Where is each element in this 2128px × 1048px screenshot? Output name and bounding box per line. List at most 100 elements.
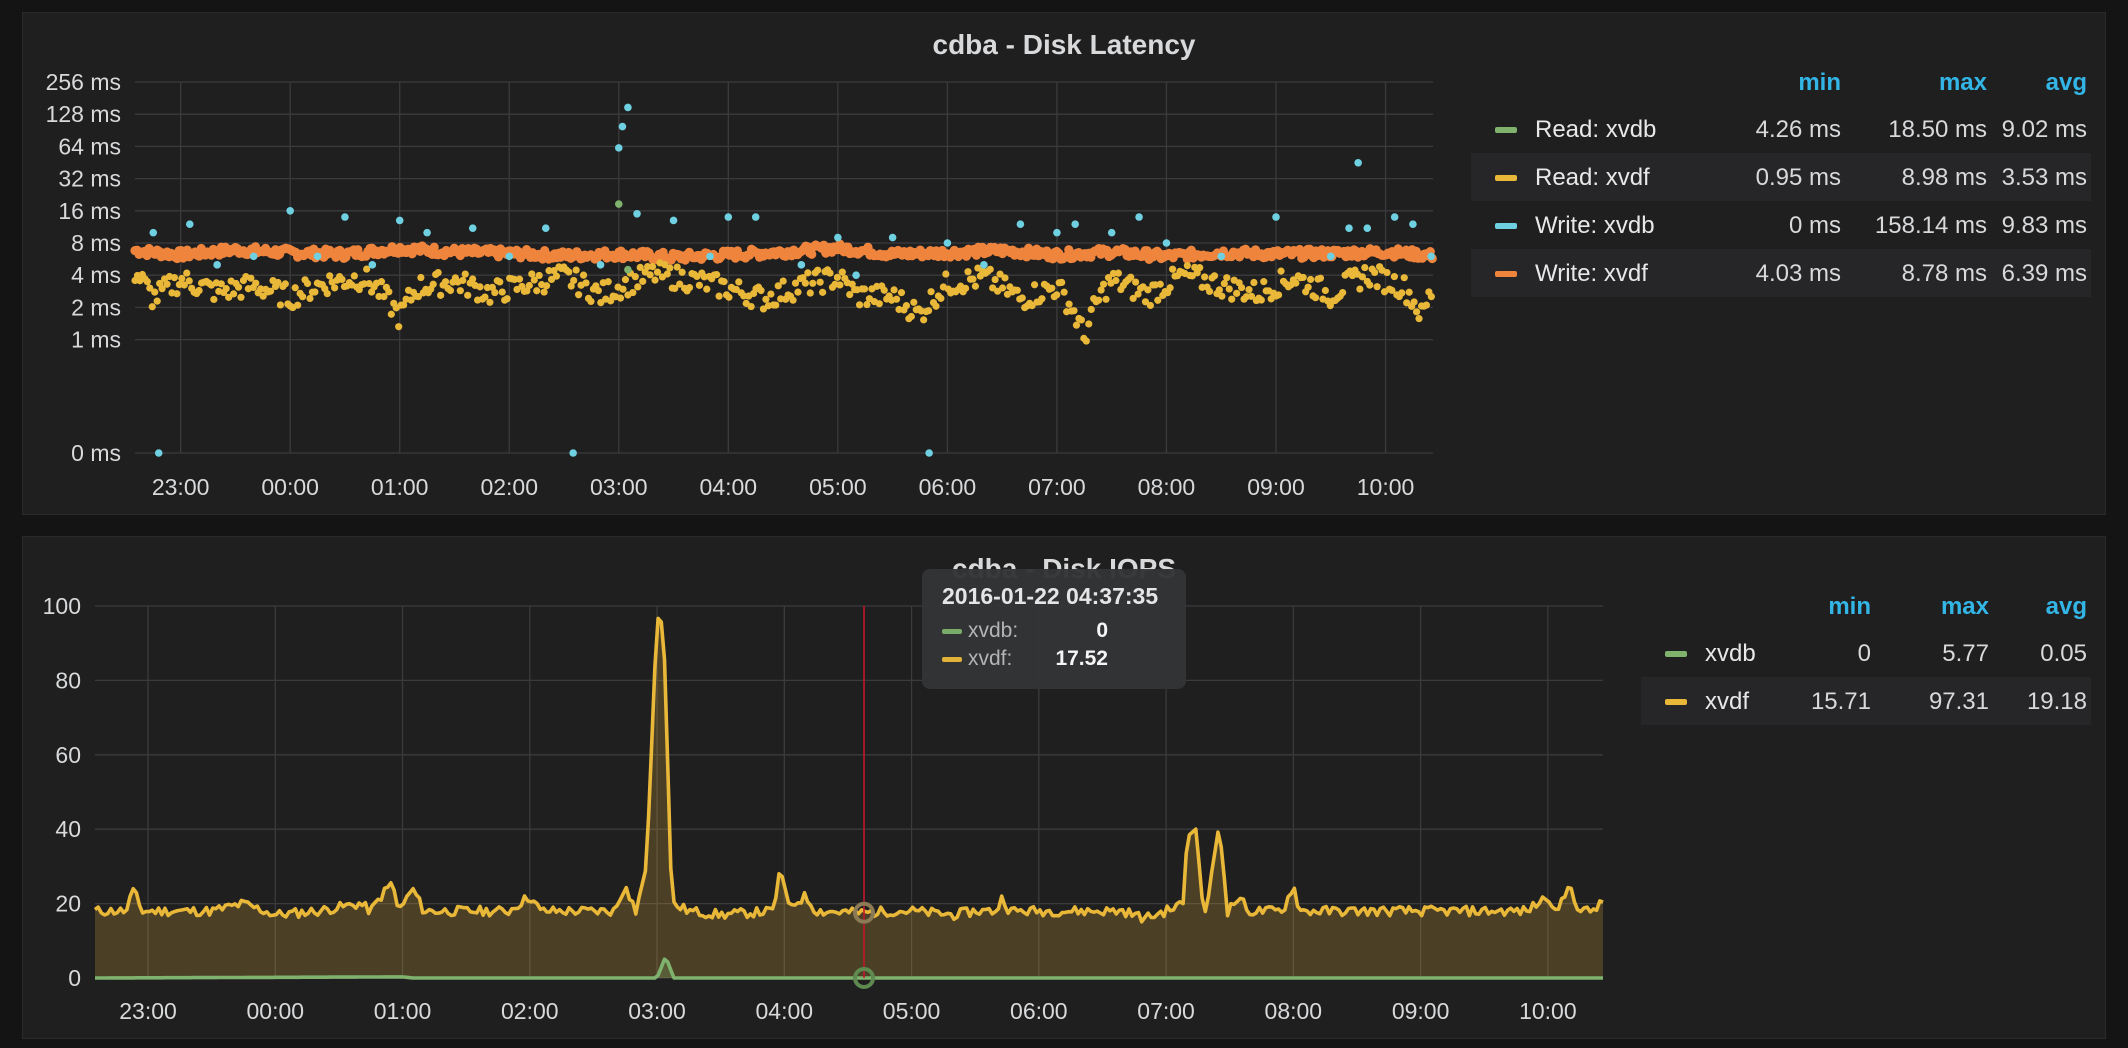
data-point: [183, 269, 191, 277]
data-point: [1354, 158, 1362, 167]
series-line-xvdf: [93, 616, 1604, 924]
y-tick-label: 32 ms: [58, 166, 121, 192]
data-point: [1306, 275, 1315, 284]
legend-row-xvdf[interactable]: xvdf 15.71 97.31 19.18: [1641, 677, 2091, 725]
iops-chart[interactable]: 0 20 40 60 80 100 23:00 00:00 01:00 02:00 03:00 04:…: [23, 537, 1633, 1040]
data-point: [1373, 283, 1381, 291]
data-point: [1215, 286, 1224, 294]
data-point: [646, 271, 654, 279]
series-avg: 19.18: [2026, 688, 2087, 715]
data-point: [496, 278, 504, 286]
data-point: [1366, 281, 1374, 289]
data-point: [1304, 283, 1312, 291]
data-point: [326, 272, 334, 280]
data-point: [1299, 273, 1307, 282]
data-point: [1016, 220, 1025, 228]
x-tick-label: 01:00: [374, 998, 432, 1024]
data-point: [846, 291, 854, 299]
data-point: [459, 276, 467, 285]
data-point: [1223, 274, 1231, 282]
legend-row-xvdb[interactable]: xvdb 0 5.77 0.05: [1641, 629, 2091, 677]
data-point: [663, 270, 671, 278]
y-tick-label: 20: [55, 891, 81, 917]
y-tick-label: 80: [55, 667, 81, 693]
data-point: [1070, 307, 1078, 315]
series-max: 97.31: [1928, 688, 1989, 715]
data-point: [1272, 213, 1280, 221]
data-point: [298, 293, 307, 301]
data-point: [535, 271, 543, 280]
y-tick-label: 0 ms: [71, 440, 121, 466]
legend-header-min[interactable]: min: [1828, 593, 1871, 620]
legend-row-write-xvdf[interactable]: Write: xvdf 4.03 ms 8.78 ms 6.39 ms: [1471, 249, 2091, 297]
x-tick-label: 05:00: [883, 998, 941, 1024]
legend-header-max[interactable]: max: [1938, 69, 1987, 96]
data-point: [1065, 300, 1073, 308]
data-point: [1383, 268, 1391, 277]
y-tick-label: 64 ms: [58, 133, 121, 159]
data-point: [338, 275, 346, 284]
data-point: [237, 293, 245, 301]
data-point: [653, 268, 662, 276]
series-swatch: [1665, 651, 1687, 657]
data-point: [1398, 289, 1406, 297]
data-point: [461, 270, 469, 278]
data-point: [1107, 228, 1116, 237]
data-point: [998, 284, 1007, 292]
legend-header-avg[interactable]: avg: [2045, 69, 2087, 96]
data-point: [146, 284, 154, 292]
data-point: [636, 263, 644, 272]
x-tick-label: 02:00: [501, 998, 559, 1024]
data-point: [303, 279, 312, 288]
data-point: [503, 295, 511, 303]
data-point: [1154, 296, 1162, 304]
legend-row-write-xvdb[interactable]: Write: xvdb 0 ms 158.14 ms 9.83 ms: [1471, 201, 2091, 249]
data-point: [892, 295, 901, 303]
legend-header-max[interactable]: max: [1940, 593, 1989, 620]
latency-chart[interactable]: 256 ms 128 ms 64 ms 32 ms 16 ms 8 ms 4 ms 2 ms 1…: [23, 13, 1463, 516]
x-tick-label: 06:00: [919, 474, 977, 500]
series-min: 4.03 ms: [1755, 260, 1841, 287]
data-point: [848, 280, 856, 288]
data-point: [1001, 274, 1009, 282]
data-point: [153, 297, 161, 305]
data-point: [751, 213, 760, 221]
x-tick-label: 23:00: [152, 474, 210, 500]
series-swatch: [1495, 271, 1517, 277]
data-point: [1168, 265, 1177, 273]
latency-panel-title[interactable]: cdba - Disk Latency: [932, 29, 1196, 60]
data-point: [294, 301, 302, 309]
data-point: [789, 296, 797, 304]
data-point: [1085, 320, 1093, 328]
legend-header-min[interactable]: min: [1798, 69, 1841, 96]
data-point: [1087, 305, 1095, 314]
data-point: [1129, 294, 1137, 303]
series-min: 0 ms: [1788, 212, 1841, 239]
latency-legend: min max avg Read: xvdb 4.26 ms 18.50 ms …: [1471, 63, 2091, 313]
data-point: [875, 300, 883, 308]
data-point: [1112, 276, 1120, 285]
tooltip-time: 2016-01-22 04:37:35: [942, 583, 1159, 609]
data-point: [1042, 246, 1052, 256]
legend-header-avg[interactable]: avg: [2045, 593, 2087, 620]
data-point: [1060, 288, 1068, 296]
data-point: [863, 300, 871, 309]
data-point: [907, 312, 915, 321]
data-point: [673, 263, 681, 271]
data-point: [582, 279, 590, 287]
legend-row-read-xvdb[interactable]: Read: xvdb 4.26 ms 18.50 ms 9.02 ms: [1471, 105, 2091, 153]
data-point: [569, 449, 577, 457]
data-point: [1361, 263, 1369, 272]
data-point: [1132, 278, 1140, 286]
tooltip-label: xvdb:: [968, 619, 1019, 642]
data-point: [446, 286, 455, 295]
series-min: 0.95 ms: [1755, 164, 1841, 191]
data-point: [852, 271, 860, 280]
data-point: [713, 271, 721, 279]
legend-row-read-xvdf[interactable]: Read: xvdf 0.95 ms 8.98 ms 3.53 ms: [1471, 153, 2091, 201]
data-point: [735, 278, 743, 286]
data-point: [1345, 224, 1353, 233]
data-point: [980, 261, 988, 269]
data-point: [1217, 252, 1226, 261]
data-point: [826, 269, 834, 277]
